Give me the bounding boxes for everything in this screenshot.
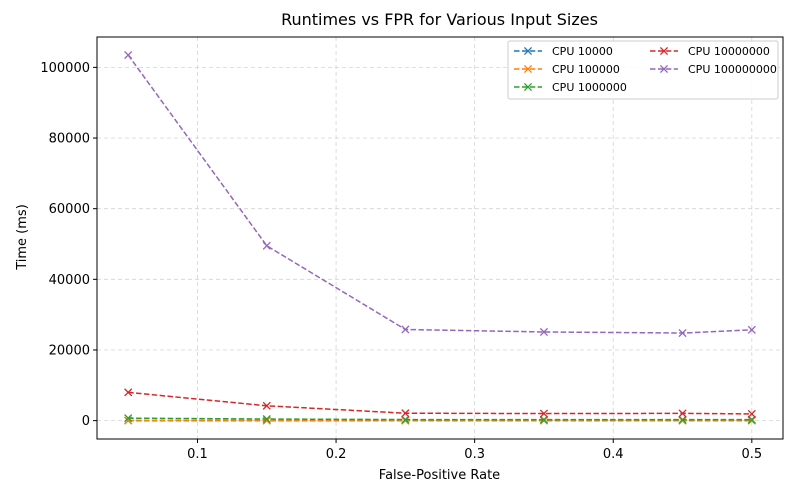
series-line xyxy=(127,54,752,334)
series-5 xyxy=(124,50,756,338)
data-point-stroke xyxy=(124,50,133,60)
y-tick-label: 20000 xyxy=(49,343,90,358)
data-point xyxy=(124,414,133,423)
legend-swatch-marker-stroke xyxy=(659,46,669,56)
series-3 xyxy=(124,414,756,424)
data-point xyxy=(401,416,410,425)
plot-area-frame xyxy=(96,36,784,440)
data-point-stroke xyxy=(678,415,687,424)
chart-title: Runtimes vs FPR for Various Input Sizes xyxy=(281,10,598,29)
series-4 xyxy=(124,388,756,418)
data-point-stroke xyxy=(747,409,756,418)
legend-swatch-marker-stroke xyxy=(523,46,533,56)
data-point-stroke xyxy=(401,325,410,334)
data-point xyxy=(678,328,687,338)
legend-item: CPU 100000 xyxy=(514,63,620,76)
series-layer xyxy=(124,50,756,425)
y-axis-label: Time (ms) xyxy=(15,204,30,271)
x-tick-label: 0.1 xyxy=(187,447,208,462)
data-point xyxy=(262,416,271,425)
data-point xyxy=(262,401,271,410)
data-point-stroke xyxy=(262,241,271,250)
data-point-stroke xyxy=(262,416,271,425)
x-tick-label: 0.4 xyxy=(603,447,624,462)
legend-item: CPU 10000000 xyxy=(650,45,770,58)
series-line xyxy=(128,391,752,415)
x-tick-label: 0.3 xyxy=(464,447,485,462)
data-point-stroke xyxy=(678,409,687,418)
data-point-stroke xyxy=(678,328,687,338)
data-point xyxy=(124,388,133,397)
data-point-stroke xyxy=(401,416,410,425)
data-point-stroke xyxy=(401,409,410,418)
legend-swatch-marker xyxy=(523,64,533,74)
data-point xyxy=(124,50,133,60)
y-tick-label: 40000 xyxy=(49,273,90,288)
data-point xyxy=(539,415,548,424)
x-tick-label: 0.5 xyxy=(741,447,762,462)
legend-label: CPU 100000 xyxy=(552,63,620,76)
series-2 xyxy=(124,416,756,425)
legend-swatch-marker-stroke xyxy=(659,64,669,74)
legend-item: CPU 100000000 xyxy=(650,63,777,76)
data-point xyxy=(401,325,410,334)
legend-label: CPU 10000000 xyxy=(688,45,770,58)
y-tick-label: 80000 xyxy=(49,132,90,147)
data-point xyxy=(262,414,271,424)
y-tick-label: 0 xyxy=(82,414,90,429)
axis-ticks: 0.1 0.2 0.3 0.4 0.5 0 20000 40000 60000 80000 1000… xyxy=(40,61,762,462)
series-line xyxy=(128,417,752,421)
data-point-stroke xyxy=(401,415,410,424)
legend-swatch-marker xyxy=(659,64,669,74)
data-point-stroke xyxy=(262,414,271,424)
legend-swatch-marker xyxy=(659,46,669,56)
data-point xyxy=(401,409,410,418)
legend-swatch-marker-stroke xyxy=(523,82,533,92)
legend-box xyxy=(507,40,779,100)
data-point-stroke xyxy=(124,414,133,423)
legend-item: CPU 10000 xyxy=(514,45,613,58)
data-point-stroke xyxy=(262,401,271,410)
data-point-stroke xyxy=(747,325,756,334)
legend-swatch-marker xyxy=(523,46,533,56)
data-point xyxy=(747,325,756,334)
data-point-stroke xyxy=(124,388,133,397)
y-tick-label: 60000 xyxy=(49,202,90,217)
legend: CPU 10000 CPU 100000 CPU 1000000 CPU 100000… xyxy=(507,40,779,100)
data-point-stroke xyxy=(539,409,548,418)
legend-label: CPU 1000000 xyxy=(552,81,627,94)
x-tick-label: 0.2 xyxy=(326,447,347,462)
legend-swatch-marker xyxy=(523,82,533,92)
legend-label: CPU 100000000 xyxy=(688,63,777,76)
x-axis-label: False-Positive Rate xyxy=(379,468,500,483)
data-point xyxy=(539,327,548,337)
data-point xyxy=(678,409,687,418)
data-point xyxy=(678,415,687,424)
data-point xyxy=(401,415,410,424)
data-point-stroke xyxy=(539,327,548,337)
data-point xyxy=(747,409,756,418)
legend-swatch-marker-stroke xyxy=(523,64,533,74)
legend-label: CPU 10000 xyxy=(552,45,613,58)
data-point xyxy=(262,241,271,250)
legend-item: CPU 1000000 xyxy=(514,81,627,94)
data-point-stroke xyxy=(539,415,548,424)
data-point xyxy=(539,409,548,418)
data-point xyxy=(747,415,756,424)
data-point-stroke xyxy=(747,415,756,424)
y-tick-label: 100000 xyxy=(40,61,90,76)
